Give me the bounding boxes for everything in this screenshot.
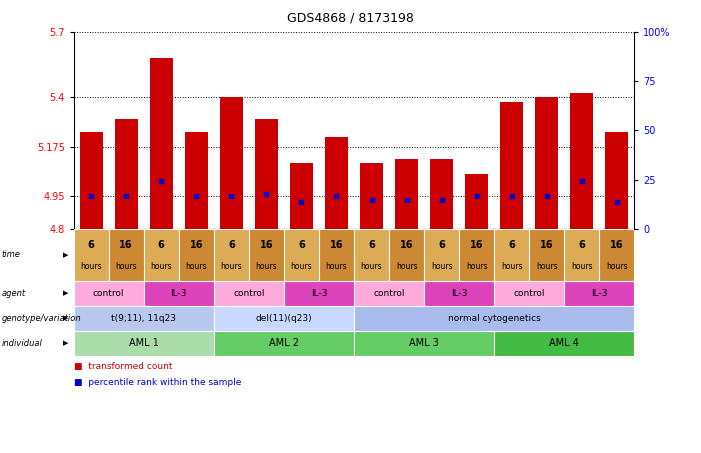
Bar [325,137,348,229]
Text: AML 1: AML 1 [129,338,158,348]
Text: hours: hours [466,262,487,271]
Text: hours: hours [361,262,382,271]
Text: ■  transformed count: ■ transformed count [74,362,172,371]
Text: 6: 6 [578,241,585,251]
Text: AML 2: AML 2 [269,338,299,348]
Text: AML 3: AML 3 [409,338,439,348]
Text: 6: 6 [368,241,375,251]
Bar [220,97,243,229]
Text: hours: hours [571,262,592,271]
Text: IL-3: IL-3 [451,289,468,298]
Text: hours: hours [186,262,207,271]
Text: 16: 16 [189,241,203,251]
Bar [185,132,207,229]
Bar [255,119,278,229]
Bar [80,132,102,229]
Text: time: time [1,251,20,259]
Text: 16: 16 [259,241,273,251]
Text: hours: hours [256,262,277,271]
Bar [606,132,628,229]
Bar [150,58,172,229]
Text: individual: individual [1,339,42,347]
Text: ■  percentile rank within the sample: ■ percentile rank within the sample [74,378,241,387]
Text: IL-3: IL-3 [170,289,187,298]
Text: GDS4868 / 8173198: GDS4868 / 8173198 [287,11,414,24]
Text: t(9;11), 11q23: t(9;11), 11q23 [111,314,176,323]
Text: agent: agent [1,289,25,298]
Text: normal cytogenetics: normal cytogenetics [448,314,540,323]
Bar [360,163,383,229]
Text: 16: 16 [400,241,414,251]
Text: hours: hours [326,262,347,271]
Text: hours: hours [116,262,137,271]
Text: hours: hours [81,262,102,271]
Text: 6: 6 [158,241,165,251]
Bar [290,163,313,229]
Bar [430,159,453,229]
Bar [395,159,418,229]
Text: ▶: ▶ [62,340,68,346]
Bar [465,174,488,229]
Bar [571,93,593,229]
Text: control: control [374,289,404,298]
Text: ▶: ▶ [62,315,68,321]
Text: ▶: ▶ [62,290,68,296]
Text: IL-3: IL-3 [591,289,608,298]
Text: 16: 16 [610,241,624,251]
Bar [536,97,558,229]
Text: 16: 16 [470,241,484,251]
Text: hours: hours [431,262,452,271]
Bar [115,119,137,229]
Text: 6: 6 [228,241,235,251]
Text: control: control [233,289,264,298]
Text: hours: hours [151,262,172,271]
Text: 6: 6 [88,241,95,251]
Text: del(11)(q23): del(11)(q23) [256,314,312,323]
Text: hours: hours [221,262,242,271]
Text: hours: hours [396,262,417,271]
Text: hours: hours [536,262,557,271]
Text: 6: 6 [298,241,305,251]
Text: AML 4: AML 4 [550,338,579,348]
Bar [501,102,523,229]
Text: 16: 16 [540,241,554,251]
Text: hours: hours [501,262,522,271]
Text: ▶: ▶ [62,252,68,258]
Text: IL-3: IL-3 [311,289,327,298]
Text: control: control [93,289,124,298]
Text: hours: hours [291,262,312,271]
Text: 6: 6 [438,241,445,251]
Text: 16: 16 [329,241,343,251]
Text: genotype/variation: genotype/variation [1,314,81,323]
Text: hours: hours [606,262,627,271]
Text: 6: 6 [508,241,515,251]
Text: 16: 16 [119,241,133,251]
Text: control: control [514,289,545,298]
